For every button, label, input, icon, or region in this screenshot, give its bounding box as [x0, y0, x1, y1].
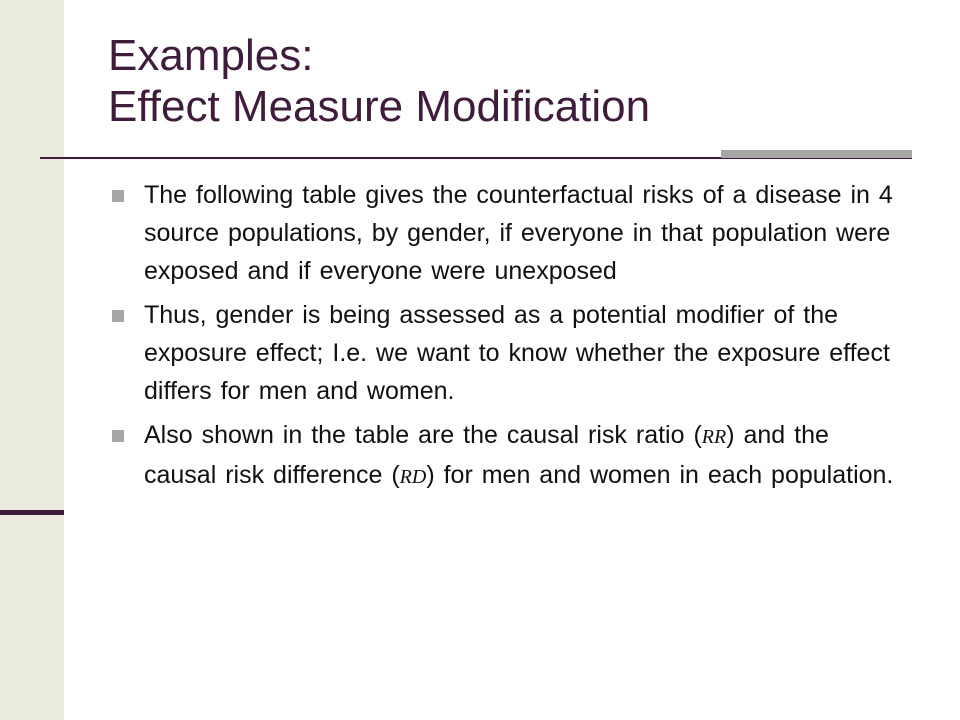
title-divider	[40, 157, 912, 159]
bullet-text-part: ) and the causal risk difference (	[144, 421, 829, 489]
bullet-square-icon	[112, 190, 124, 202]
bullet-item: The following table gives the counterfac…	[108, 176, 908, 290]
bullet-text: Thus, gender is being assessed as a pote…	[144, 301, 890, 405]
bullet-item: Also shown in the table are the causal r…	[108, 416, 908, 496]
title-accent-bar	[721, 150, 912, 158]
risk-difference-symbol: RD	[399, 466, 427, 488]
bullet-item: Thus, gender is being assessed as a pote…	[108, 296, 908, 410]
bullet-text-part: Also shown in the table are the causal r…	[144, 421, 702, 449]
bullet-text: The following table gives the counterfac…	[144, 181, 893, 285]
bullet-text-part: ) for men and women in each population.	[426, 461, 894, 489]
bullet-square-icon	[112, 430, 124, 442]
risk-ratio-symbol: RR	[701, 426, 727, 448]
side-accent-bar	[0, 510, 64, 515]
slide-title-line-1: Examples:	[108, 31, 314, 80]
bullet-list: The following table gives the counterfac…	[108, 176, 908, 496]
side-band	[0, 0, 64, 720]
slide-title: Examples: Effect Measure Modification	[108, 30, 650, 132]
slide-title-line-2: Effect Measure Modification	[108, 82, 651, 131]
bullet-square-icon	[112, 310, 124, 322]
